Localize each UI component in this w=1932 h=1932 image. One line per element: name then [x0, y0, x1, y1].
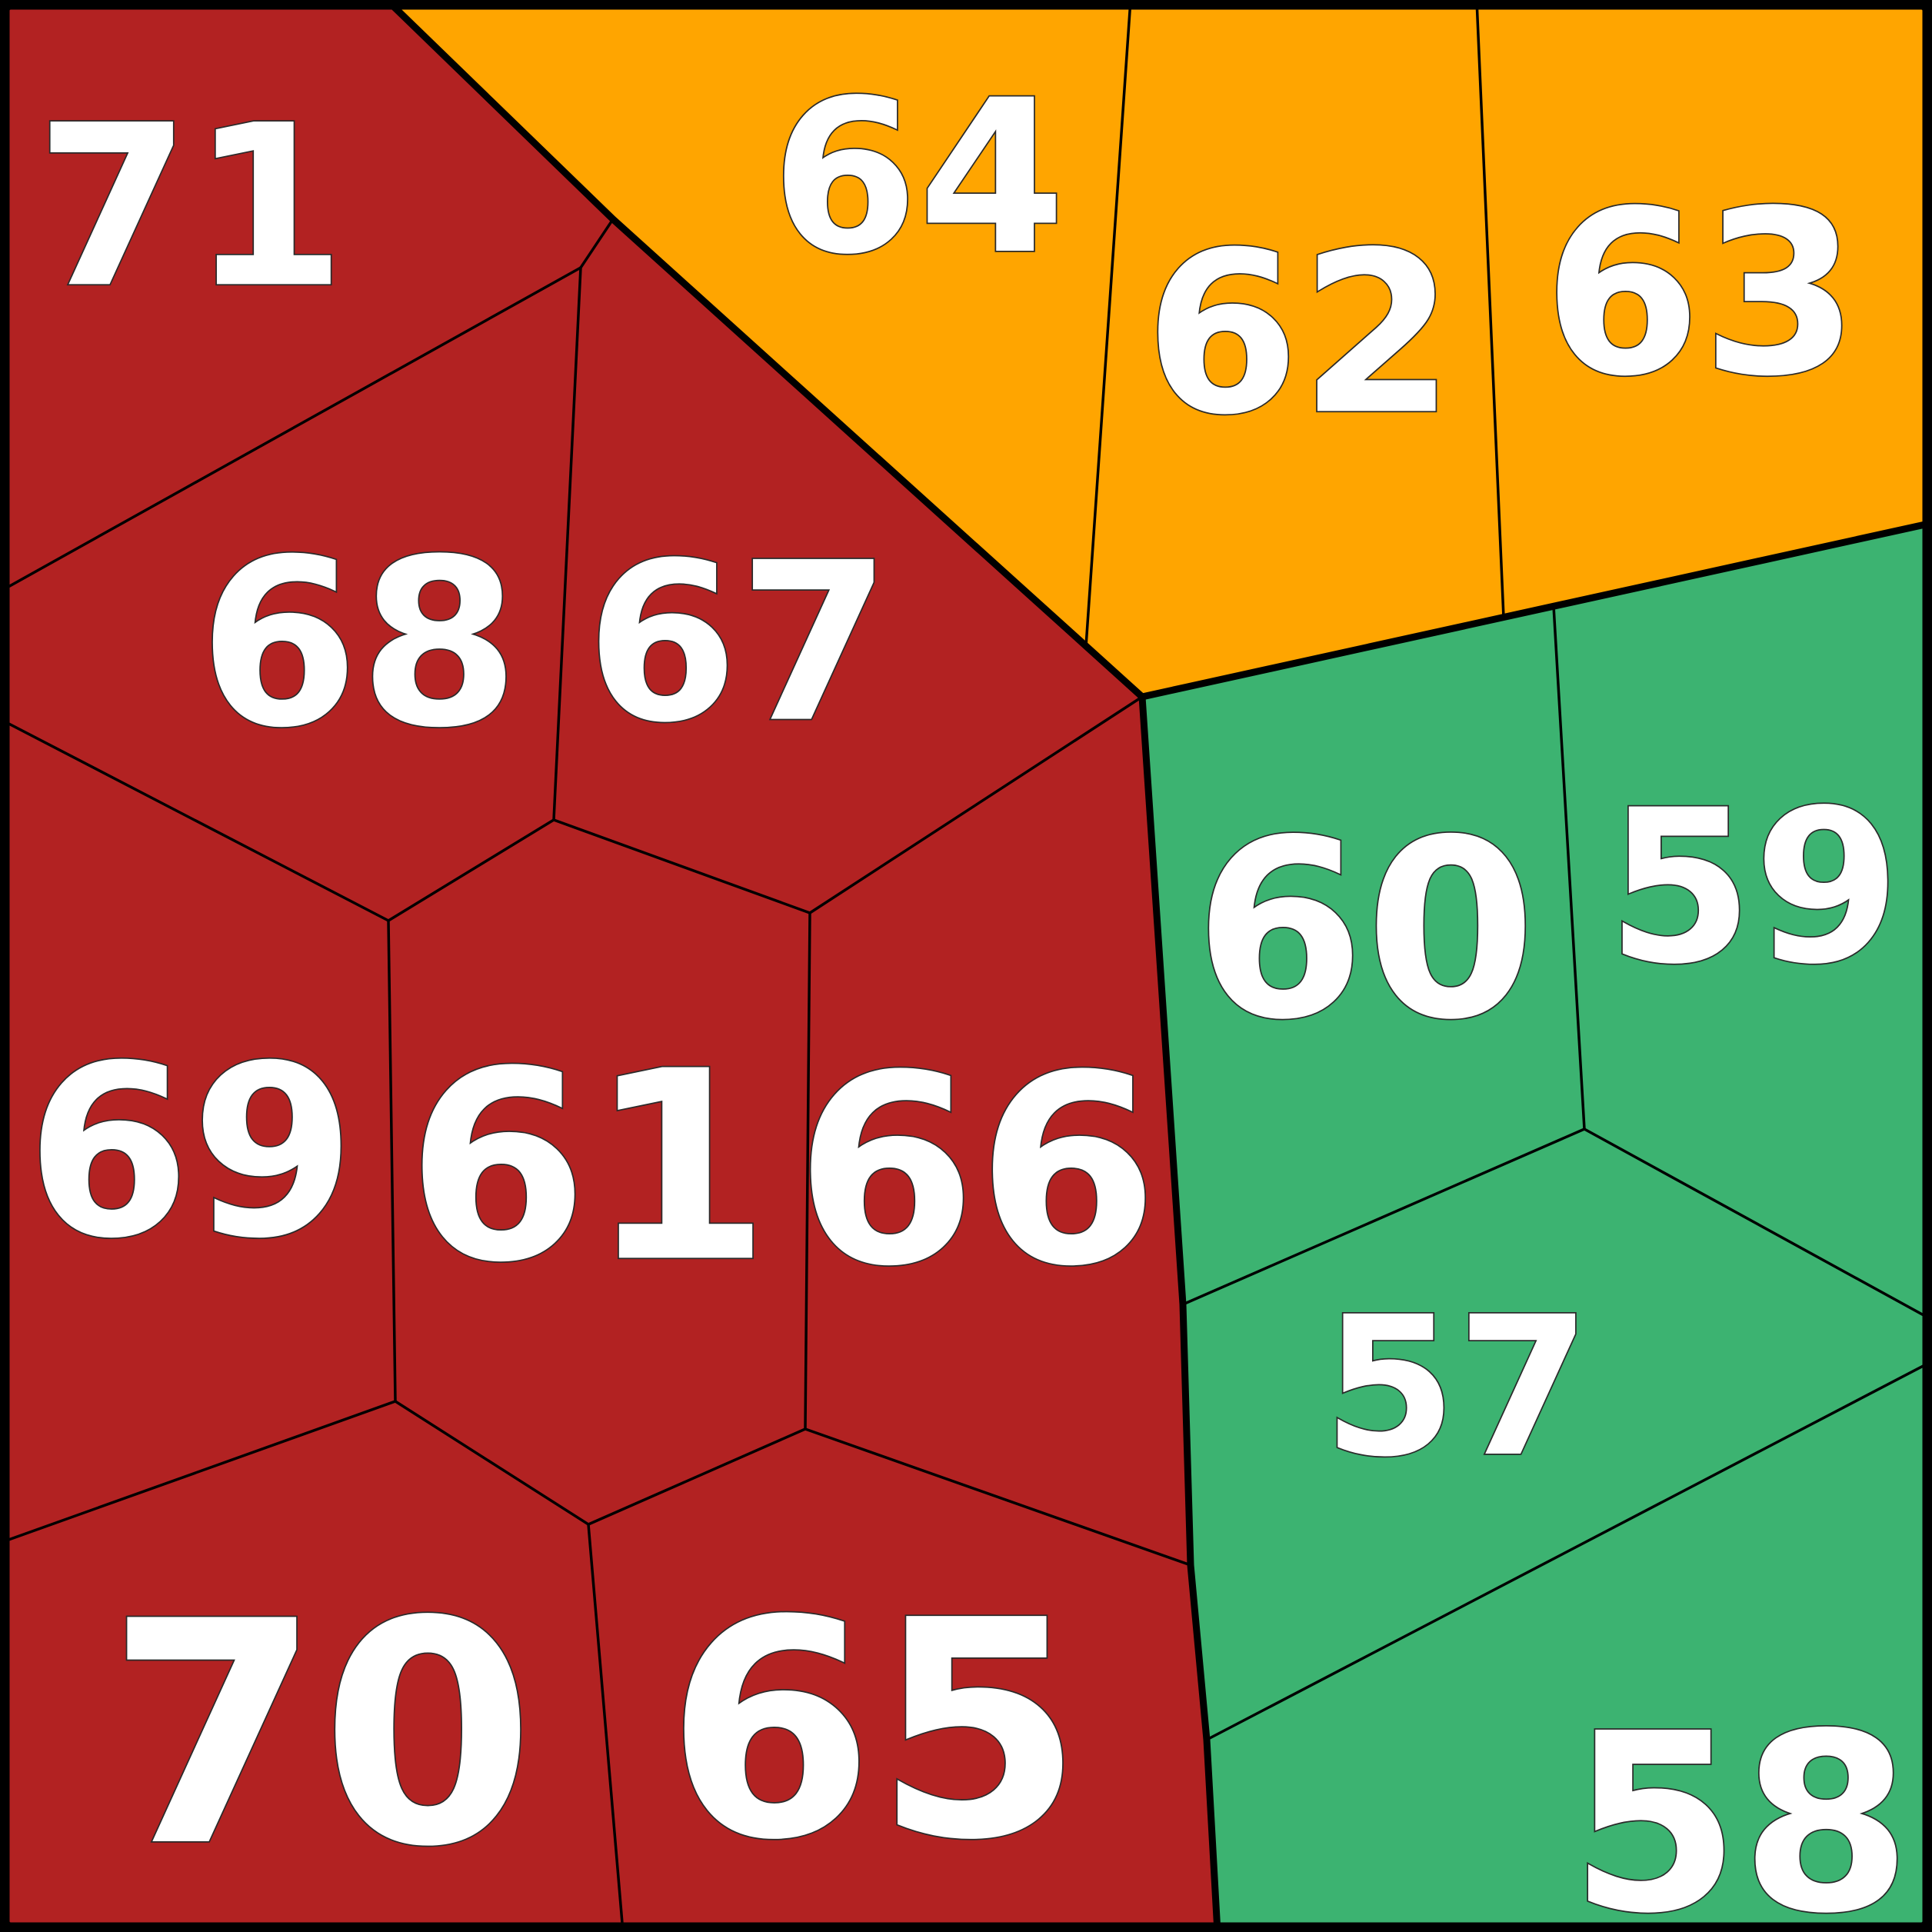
region-label-71: 71 [35, 78, 346, 337]
edge-66-65 [804, 1427, 1192, 1567]
region-label-69: 69 [26, 1014, 356, 1291]
edge-60-59 [1552, 605, 1586, 1131]
edge-68-69 [0, 718, 390, 922]
edge-68-67 [552, 266, 582, 821]
region-label-57: 57 [1323, 1275, 1591, 1499]
edge-61-65 [587, 1427, 807, 1526]
edge-71-67 [579, 218, 615, 269]
edge-59-57 [1583, 1128, 1932, 1321]
edge-69-61 [387, 919, 397, 1403]
edge-60-57 [1181, 1128, 1586, 1306]
region-label-68: 68 [198, 510, 519, 778]
edge-64-62 [1084, 0, 1132, 648]
edge-68-61 [387, 818, 555, 922]
region-label-65: 65 [666, 1556, 1084, 1905]
region-label-59: 59 [1607, 764, 1901, 1011]
edge-57-58 [1205, 1360, 1932, 1741]
region-label-63: 63 [1544, 162, 1860, 426]
edge-71-68 [0, 266, 582, 593]
region-label-58: 58 [1569, 1681, 1911, 1932]
region-label-67: 67 [586, 516, 891, 771]
region-label-66: 66 [794, 1019, 1158, 1324]
boundary-red-green [1138, 693, 1221, 1932]
edge-69-70 [0, 1400, 397, 1544]
edge-61-70 [394, 1400, 590, 1526]
region-label-61: 61 [406, 1015, 770, 1320]
edge-61-66 [804, 911, 811, 1431]
region-label-64: 64 [771, 55, 1066, 301]
boundary-red-orange [383, 0, 1146, 701]
edge-67-61 [552, 818, 811, 914]
edge-70-65 [587, 1523, 625, 1932]
edge-67-66 [808, 695, 1144, 914]
region-label-62: 62 [1144, 205, 1455, 464]
region-label-60: 60 [1194, 788, 1536, 1074]
boundary-orange-green [1138, 519, 1932, 701]
edge-62-63 [1475, 0, 1505, 619]
region-label-70: 70 [107, 1557, 535, 1914]
